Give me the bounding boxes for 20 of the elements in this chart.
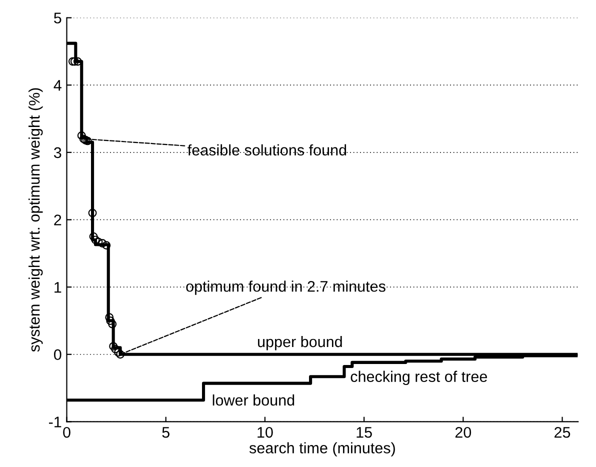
annotation: optimum found in 2.7 minutes	[186, 280, 386, 295]
y-tick-label: 0	[54, 349, 62, 360]
x-tick-label: 0	[63, 426, 70, 438]
y-tick-label: 2	[54, 214, 62, 226]
x-tick-label: 10	[258, 426, 273, 438]
y-tick-label: 1	[54, 282, 62, 293]
y-tick-label: 4	[54, 80, 62, 91]
x-tick-label: 25	[554, 426, 570, 438]
annotation: checking rest of tree	[350, 370, 488, 386]
y-tick-label: 5	[54, 12, 62, 24]
x-axis-title: search time (minutes)	[249, 442, 395, 456]
annotation: feasible solutions found	[188, 144, 346, 156]
x-tick-label: 20	[455, 426, 472, 438]
y-axis-title: system weight wrt. optimum weight (%)	[28, 88, 43, 352]
y-tick-label: 3	[54, 147, 62, 158]
series-label: upper bound	[258, 336, 342, 350]
y-tick-label: -1	[48, 416, 62, 428]
x-tick-label: 15	[356, 427, 372, 438]
x-tick-label: 5	[162, 427, 170, 438]
series-label: lower bound	[212, 394, 294, 406]
